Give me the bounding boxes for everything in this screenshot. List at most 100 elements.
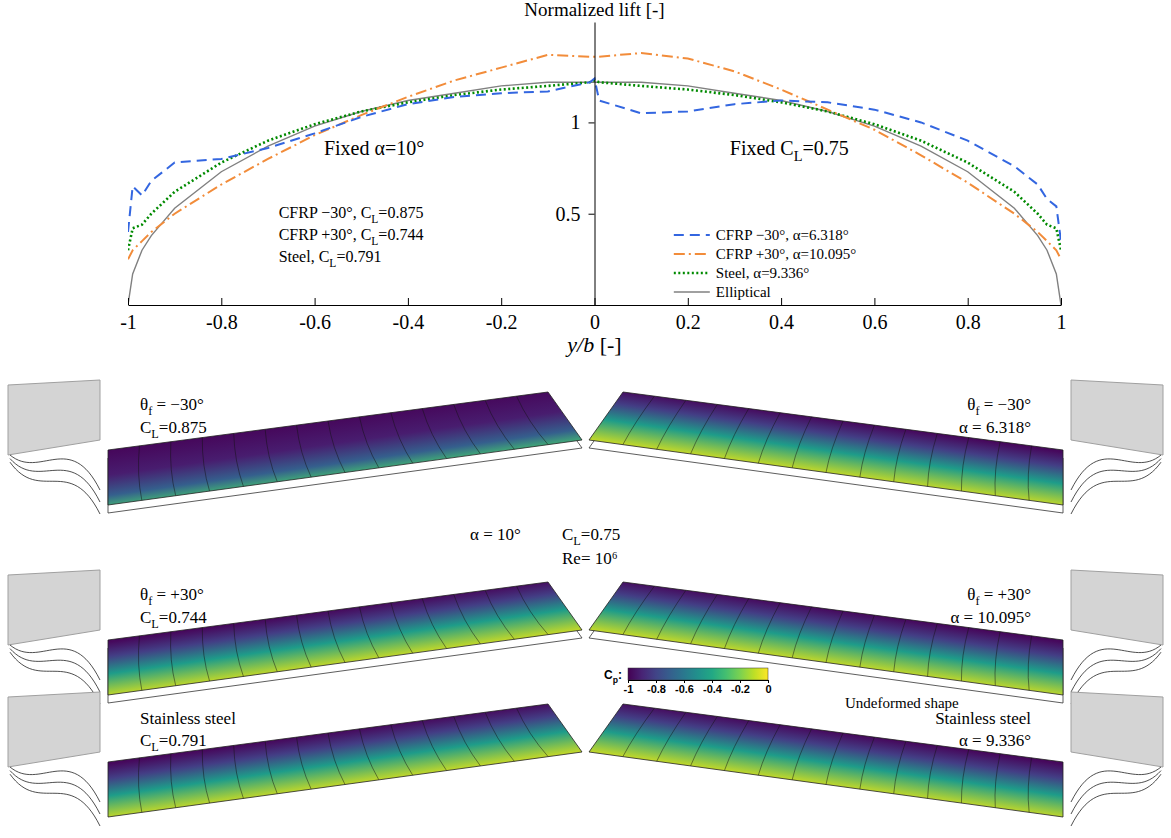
legend-swatch (674, 253, 710, 255)
streamline (171, 442, 176, 496)
text-part: CFRP −30°, (279, 204, 361, 221)
colorbar-tick: -1 (624, 680, 634, 695)
x-tick-mark (501, 298, 502, 305)
streamline (234, 745, 244, 798)
wake-curve (10, 462, 100, 514)
streamline (422, 409, 446, 459)
x-tick: 0.8 (956, 298, 981, 333)
streamline (328, 421, 345, 473)
streamline (724, 599, 748, 649)
streamline (623, 708, 655, 757)
text-part: α = 10.095° (950, 608, 1031, 627)
legend-label: Steel, α=9.336° (716, 265, 810, 281)
y-tick: 0.5 (556, 203, 595, 225)
streamline (691, 594, 718, 644)
streamline (792, 607, 811, 658)
center-label: Re= 10⁶ (562, 549, 618, 568)
text-part: C (140, 418, 151, 437)
text-part: Undeformed shape (845, 695, 959, 711)
streamline (657, 400, 686, 449)
x-axis-title: y/b [-] (565, 332, 621, 357)
y-tick-mark (589, 122, 595, 123)
streamline (928, 745, 938, 798)
text-part: =0.791 (159, 731, 207, 750)
fuselage (1071, 380, 1163, 455)
wake-curve (1071, 455, 1161, 490)
wake-curve (10, 774, 100, 826)
streamline (894, 741, 906, 794)
streamline (265, 741, 277, 794)
streamline (485, 712, 514, 761)
legend-swatch (674, 272, 710, 275)
streamline (202, 438, 209, 492)
fuselage (8, 380, 100, 455)
text-part: Steel, α=9.336° (716, 265, 810, 281)
streamline (928, 623, 938, 676)
text-part: L (794, 148, 803, 164)
text-part: L (151, 617, 158, 631)
text-part: =0.875 (378, 204, 423, 221)
streamline (171, 754, 176, 808)
text-part: Steel, (279, 248, 319, 265)
text-part: : (618, 668, 622, 682)
text-part: =0.744 (378, 226, 423, 243)
streamline (517, 708, 549, 757)
render-label: θf = +30° (967, 585, 1031, 608)
text-part: [-] (594, 332, 621, 357)
wing-surface (108, 582, 582, 695)
annotation: CFRP +30°, CL=0.744 (279, 226, 424, 247)
x-tick-mark (688, 298, 689, 305)
text-part: = +30° (980, 585, 1031, 604)
x-tick-label: 0.2 (676, 311, 701, 333)
streamline (758, 413, 780, 464)
streamline (234, 623, 244, 676)
text-part: = +30° (152, 585, 203, 604)
text-part: =0.791 (336, 248, 381, 265)
x-tick-mark (874, 298, 875, 305)
wing-surface (589, 704, 1063, 817)
streamline (391, 725, 413, 776)
colorbar (628, 668, 768, 680)
colorbar-tick: -0.2 (731, 680, 750, 695)
render-label: Stainless steel (935, 709, 1031, 728)
wake-curve (10, 645, 100, 680)
x-tick: -0.2 (486, 298, 518, 333)
x-tick-mark (221, 298, 222, 305)
streamline (485, 590, 514, 639)
text-part: L (151, 427, 158, 441)
text-part: Stainless steel (935, 709, 1031, 728)
render-label: Stainless steel (140, 709, 236, 728)
undeformed-label: Undeformed shape (845, 695, 959, 711)
wing-surface (589, 582, 1063, 695)
streamline (328, 611, 345, 663)
streamline (792, 729, 811, 780)
text-part: =0.875 (159, 418, 207, 437)
streamline (826, 611, 843, 663)
streamline (297, 425, 312, 477)
streamline (138, 758, 141, 813)
fuselage (8, 692, 100, 767)
streamline (359, 729, 378, 780)
center-label: CL=0.75 (562, 525, 620, 548)
y-tick-label: 1 (571, 111, 581, 133)
renders: θf = −30°CL=0.875θf = −30°α = 6.318°θf =… (8, 380, 1163, 826)
x-tick-label: 0.6 (862, 311, 887, 333)
streamline (391, 603, 413, 654)
render-label: CL=0.744 (140, 608, 207, 631)
streamline (860, 737, 875, 789)
legend-label: CFRP +30°, α=10.095° (716, 246, 856, 262)
colorbar-label: Cp: (604, 668, 622, 685)
streamline (691, 716, 718, 766)
y-axis-title: Normalized lift [-] (524, 0, 664, 20)
text-part: L (573, 534, 580, 548)
colorbar-axis: -1-0.8-0.6-0.4-0.20 (624, 680, 772, 695)
text-part: θ (967, 395, 975, 414)
text-part: C (140, 608, 151, 627)
x-tick-label: 0.8 (956, 311, 981, 333)
legend-swatch (674, 291, 710, 292)
x-tick-mark (128, 298, 129, 305)
x-axis: -1-0.8-0.6-0.4-0.200.20.40.60.81 (120, 298, 1066, 333)
text-part: L (371, 213, 378, 225)
streamline (894, 619, 906, 672)
text-part: =0.75 (581, 525, 620, 544)
